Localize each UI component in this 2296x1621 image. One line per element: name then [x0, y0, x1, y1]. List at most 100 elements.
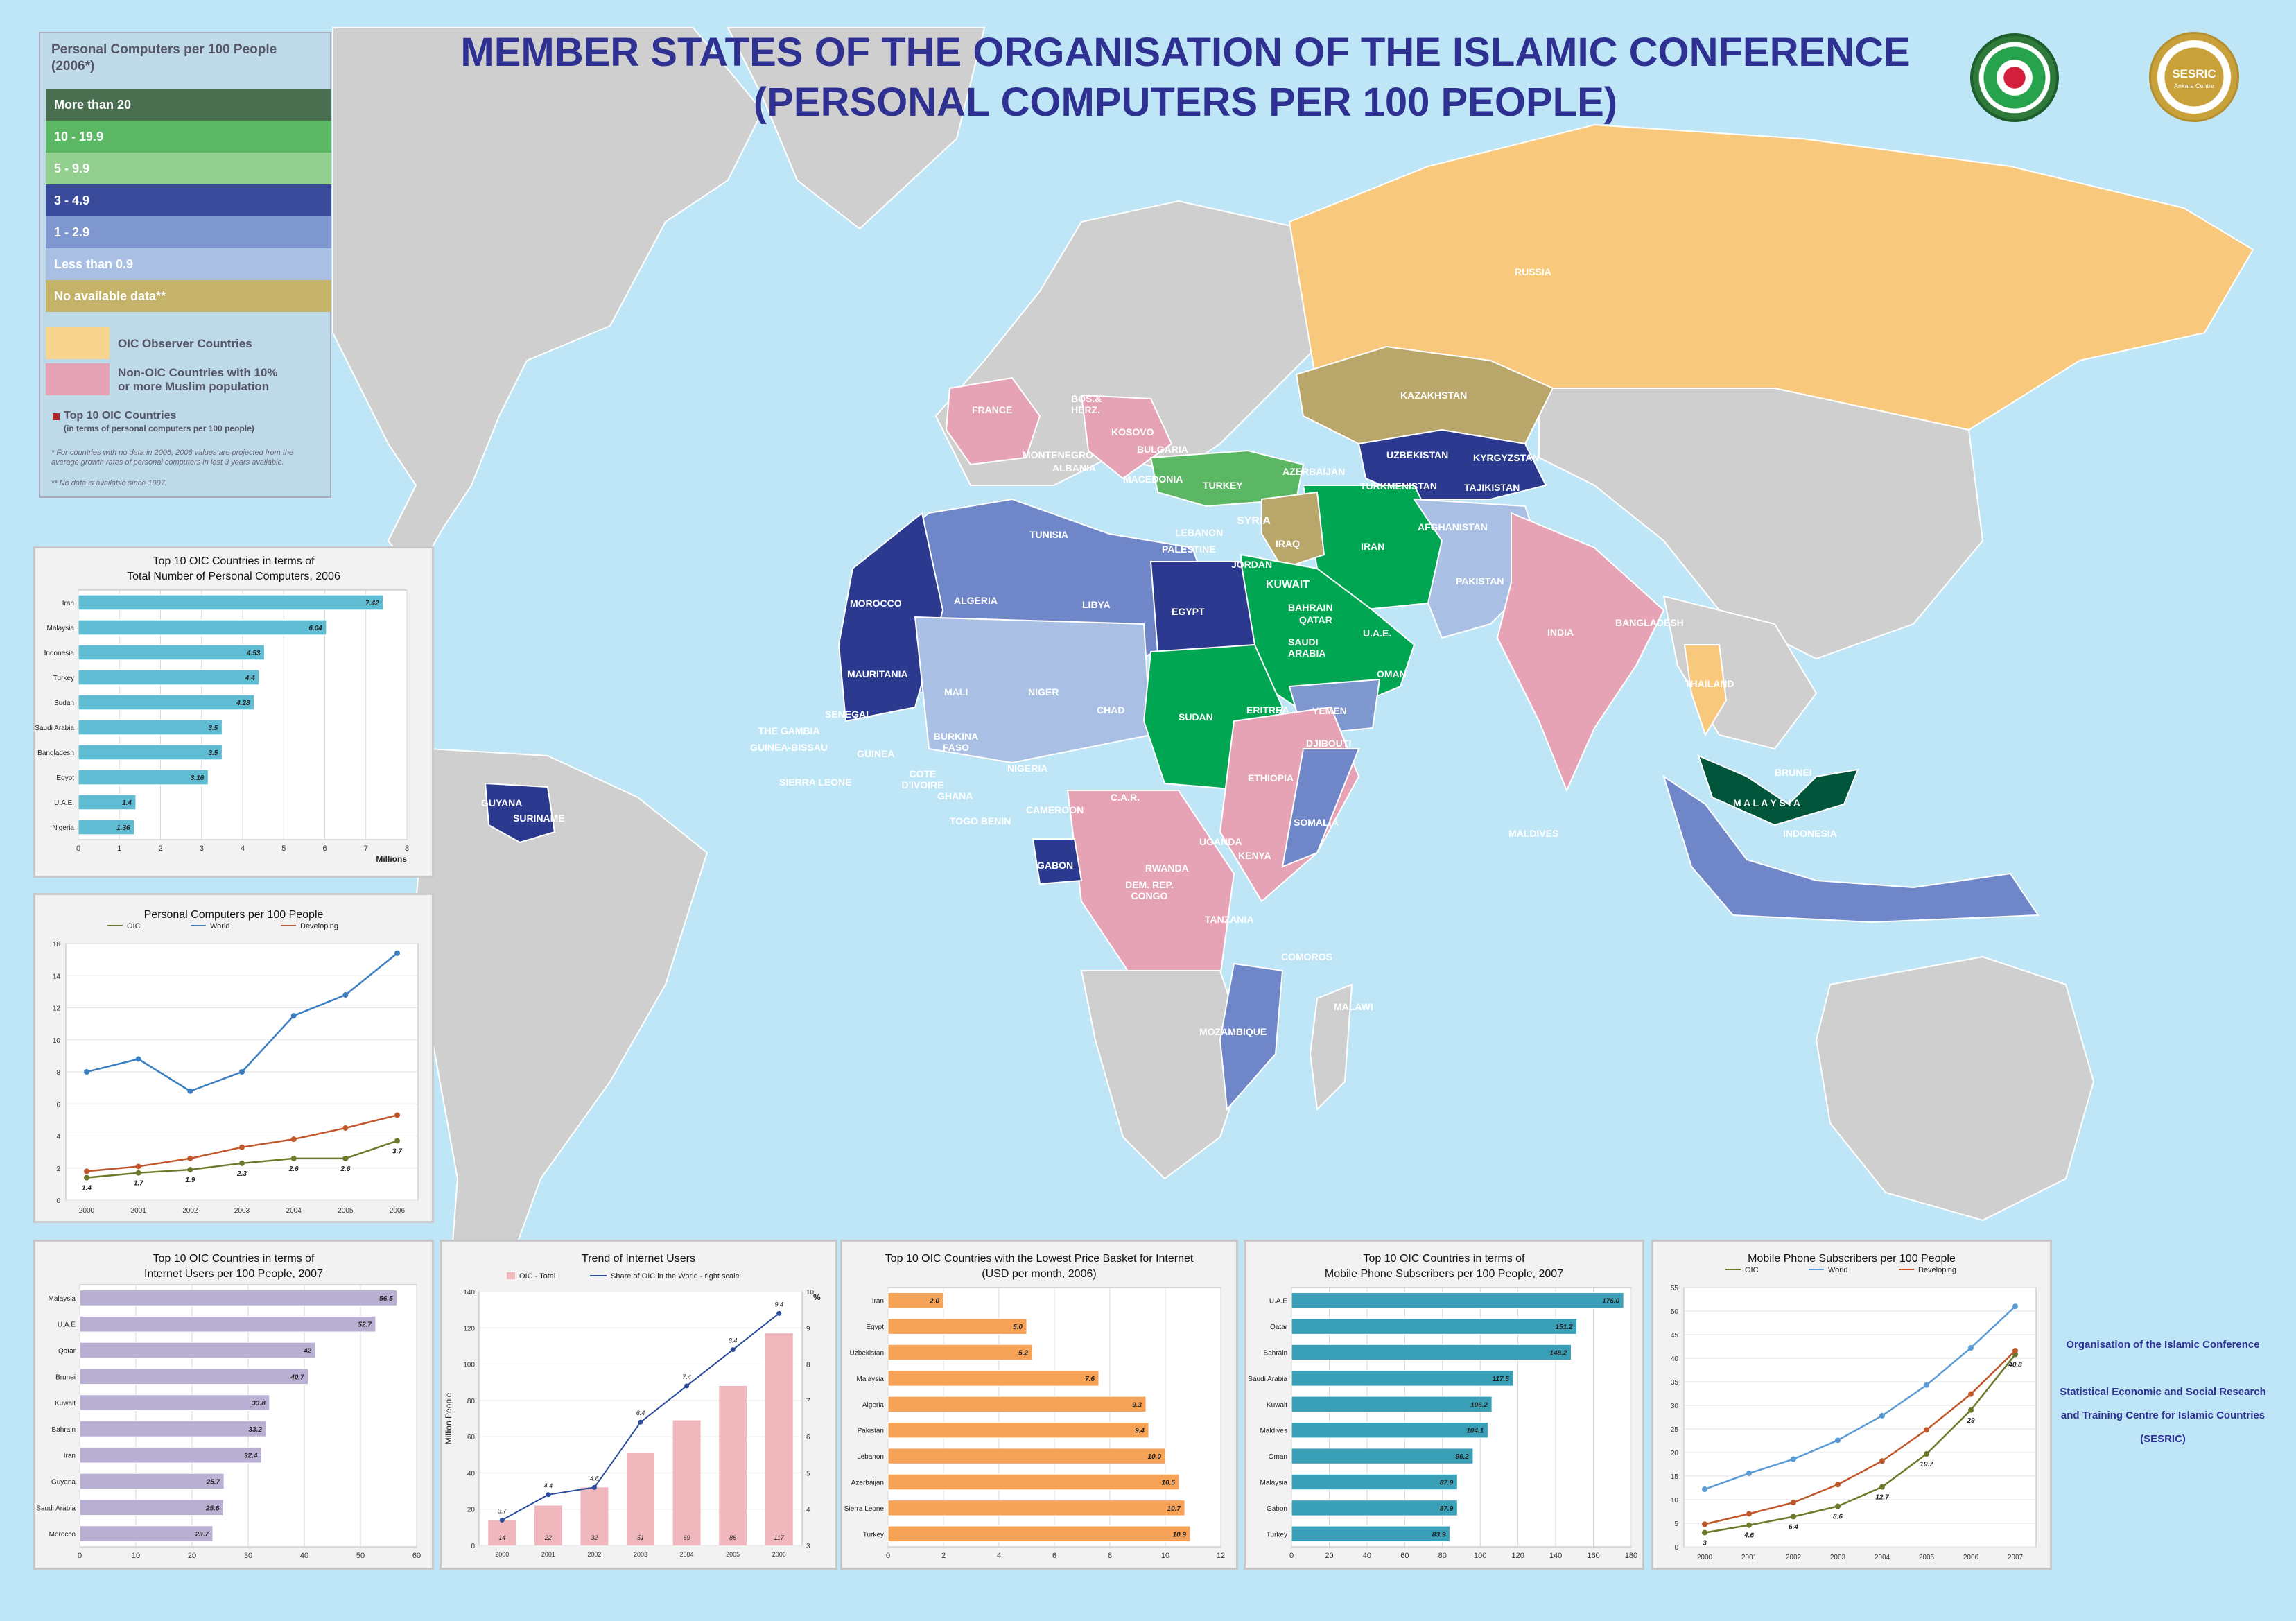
y-tick-label: 120 — [463, 1325, 475, 1333]
data-label: 8.6 — [1833, 1514, 1843, 1521]
x-tick-label: 2002 — [182, 1207, 198, 1215]
series-line — [1704, 1306, 2016, 1491]
data-point — [499, 1517, 505, 1523]
y-tick-label: 0 — [56, 1197, 60, 1205]
label-syria: SYRIA — [1237, 515, 1271, 527]
sesric-logo: SESRIC Ankara Centre — [2149, 32, 2239, 122]
data-label: 2.6 — [288, 1165, 299, 1173]
label-montenegro: MONTENEGRO — [1023, 449, 1093, 460]
category-label: Maldives — [1260, 1428, 1287, 1435]
x-tick-label: 8 — [1108, 1552, 1112, 1560]
y-tick-label: 14 — [53, 973, 61, 980]
bar — [79, 1446, 262, 1464]
legend-entry: Developing — [1918, 1266, 1956, 1274]
label-bahrain: BAHRAIN — [1288, 602, 1333, 613]
y-tick-label: 30 — [1671, 1403, 1679, 1410]
legend-class-3: 3 - 4.9 — [46, 184, 331, 216]
label-oman: OMAN — [1377, 668, 1407, 679]
x-tick-label: 5 — [281, 844, 286, 853]
bar — [887, 1396, 1147, 1413]
data-point — [1835, 1437, 1841, 1444]
series-line — [1704, 1353, 2016, 1534]
data-label: 3.5 — [208, 725, 218, 732]
chart-title-mobile-top10-line-1: Top 10 OIC Countries in terms of — [1363, 1253, 1525, 1265]
bar — [79, 1421, 267, 1437]
chart-panel-mobile-per100: Mobile Phone Subscribers per 100 People … — [1651, 1240, 2052, 1570]
mozambique — [1219, 962, 1284, 1111]
bar — [672, 1420, 701, 1545]
label-russia: RUSSIA — [1515, 266, 1551, 277]
chart-panel-internet-trend: Trend of Internet Users 0 20 40 60 80 100 120 1… — [440, 1240, 837, 1570]
category-label: Sierra Leone — [844, 1505, 885, 1513]
data-point — [135, 1056, 141, 1062]
data-label: 8.4 — [729, 1337, 738, 1344]
x-tick-label: 2001 — [541, 1551, 555, 1558]
data-point — [187, 1155, 193, 1161]
data-point — [342, 992, 349, 998]
legend-nonoic-swatch — [46, 363, 110, 395]
label-bulgaria: BULGARIA — [1137, 444, 1188, 455]
data-label: 3.7 — [392, 1147, 402, 1155]
central-asia — [1357, 428, 1547, 500]
chart-title-internet-users-line-2: Internet Users per 100 People, 2007 — [144, 1268, 323, 1280]
category-label: Pakistan — [858, 1428, 884, 1435]
x-tick-label: 10 — [132, 1552, 140, 1560]
data-label: 69 — [684, 1534, 690, 1541]
bar — [1291, 1525, 1450, 1543]
category-label: U.A.E — [58, 1321, 76, 1329]
category-label: Uzbekistan — [850, 1350, 884, 1358]
data-label: 32 — [591, 1534, 598, 1541]
chart-panel-internet-users: Top 10 OIC Countries in terms of Interne… — [33, 1240, 434, 1570]
bar — [78, 619, 327, 636]
info-sesric-line-2: and Training Centre for Islamic Countrie… — [2060, 1410, 2265, 1421]
category-label: Algeria — [862, 1401, 885, 1409]
data-label: 87.9 — [1440, 1480, 1454, 1487]
label-guinea: GUINEA — [857, 748, 895, 759]
x-tick-label: 0 — [886, 1552, 890, 1560]
label-gambia: THE GAMBIA — [758, 725, 820, 736]
y-tick-label: 8 — [56, 1069, 60, 1077]
label-kosovo: KOSOVO — [1111, 426, 1154, 437]
label-rwanda: RWANDA — [1145, 862, 1189, 874]
data-point — [1791, 1456, 1796, 1462]
chart-title-internet-users-line-1: Top 10 OIC Countries in terms of — [153, 1253, 315, 1265]
malaysia — [1697, 754, 1859, 826]
label-nigeria: NIGERIA — [1007, 763, 1048, 774]
data-label: 56.5 — [379, 1295, 393, 1303]
y-tick-label: 35 — [1671, 1379, 1679, 1387]
bar — [887, 1344, 1033, 1361]
label-palestine: PALESTINE — [1162, 544, 1216, 555]
chart-price-basket: 0 2 4 6 8 10 12 Iran 2.0 Egypt 5.0 Uzbekistan 5.2 Mal… — [844, 1287, 1225, 1560]
label-malaysia: M A L A Y S I A — [1733, 797, 1800, 808]
data-point — [290, 1136, 297, 1143]
label-turkmenistan: TURKMENISTAN — [1360, 480, 1437, 492]
southern-africa — [1080, 970, 1249, 1180]
bar — [580, 1487, 609, 1545]
data-point — [342, 1125, 349, 1131]
data-label: 1.4 — [122, 799, 132, 807]
x-tick-label: 2004 — [286, 1207, 302, 1215]
bar — [78, 719, 223, 736]
bar — [719, 1385, 747, 1545]
bar — [78, 644, 265, 661]
info-sesric-line-3: (SESRIC) — [2140, 1433, 2186, 1445]
data-point — [342, 1155, 349, 1161]
x-tick-label: 2005 — [1919, 1554, 1935, 1561]
category-label: Saudi Arabia — [36, 1505, 76, 1512]
category-label: Malaysia — [857, 1376, 885, 1383]
x-tick-label: 30 — [244, 1552, 252, 1560]
bar — [887, 1421, 1149, 1439]
data-label: 4.4 — [544, 1482, 553, 1489]
data-point — [1924, 1382, 1929, 1388]
x-tick-label: 50 — [356, 1552, 365, 1560]
data-label: 4.4 — [245, 675, 255, 682]
data-label: 10.0 — [1148, 1453, 1162, 1461]
data-label: 7.6 — [1085, 1376, 1095, 1383]
label-eritrea: ERITREA — [1246, 704, 1289, 716]
data-point — [239, 1144, 245, 1150]
x-tick-label: 0 — [1289, 1552, 1294, 1560]
label-azerbaijan: AZERBAIJAN — [1282, 466, 1346, 477]
y-tick-label: 10 — [1671, 1497, 1679, 1505]
x-tick-label: 1 — [117, 844, 121, 853]
label-tanzania: TANZANIA — [1205, 914, 1254, 925]
